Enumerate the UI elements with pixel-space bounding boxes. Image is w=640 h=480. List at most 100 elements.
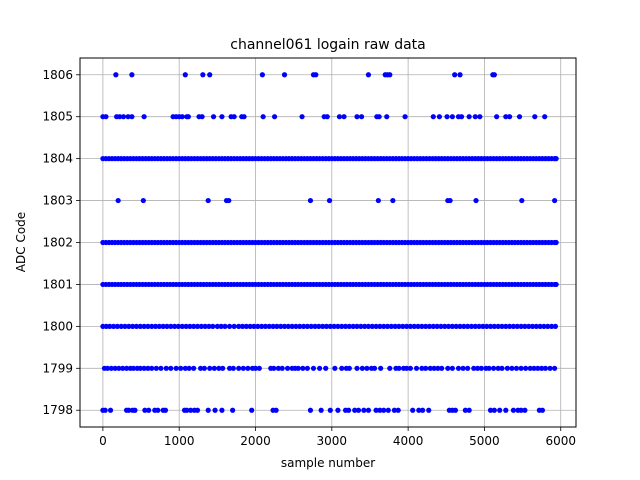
data-point <box>423 323 429 329</box>
data-point <box>327 407 333 413</box>
data-point <box>278 323 284 329</box>
data-point <box>266 323 272 329</box>
data-point <box>518 323 524 329</box>
data-point <box>373 323 379 329</box>
data-point <box>415 323 421 329</box>
data-point <box>231 114 237 120</box>
data-point <box>108 365 114 371</box>
data-point <box>160 323 166 329</box>
data-point <box>373 407 379 413</box>
data-point <box>388 323 394 329</box>
x-tick-label: 4000 <box>393 434 424 448</box>
data-point <box>377 323 383 329</box>
data-point <box>164 323 170 329</box>
y-tick-label: 1802 <box>42 236 73 250</box>
data-point <box>384 114 390 120</box>
data-point <box>430 114 436 120</box>
data-points <box>100 72 559 413</box>
data-point <box>220 365 226 371</box>
data-point <box>185 114 191 120</box>
data-point <box>200 72 206 78</box>
x-tick-label: 3000 <box>317 434 348 448</box>
data-point <box>468 323 475 329</box>
data-point <box>240 365 246 371</box>
data-point <box>243 323 249 329</box>
x-axis-ticks: 0 1000 2000 3000 4000 5000 6000 <box>99 427 576 448</box>
data-point <box>403 323 410 329</box>
data-point <box>168 365 174 371</box>
data-point <box>461 323 467 329</box>
data-point <box>191 323 197 329</box>
x-tick-label: 2000 <box>240 434 271 448</box>
data-point <box>466 407 472 413</box>
data-point <box>395 407 401 413</box>
data-point <box>548 323 555 329</box>
data-point <box>226 197 232 204</box>
data-point <box>439 365 445 371</box>
data-point <box>123 365 130 371</box>
data-point <box>547 365 553 371</box>
data-point <box>400 323 406 329</box>
data-point <box>491 407 497 413</box>
data-point <box>194 407 201 413</box>
data-point <box>377 407 383 413</box>
data-point <box>285 323 291 329</box>
data-point <box>173 365 179 371</box>
data-point <box>133 323 140 329</box>
data-point <box>313 72 319 78</box>
data-point <box>251 323 257 329</box>
data-point <box>526 323 532 329</box>
data-point <box>535 365 541 371</box>
data-point <box>532 114 538 120</box>
y-tick-label: 1804 <box>42 152 73 166</box>
data-point <box>355 407 362 413</box>
data-point <box>381 323 387 329</box>
data-point <box>497 407 503 413</box>
data-point <box>130 323 136 329</box>
x-axis-label: sample number <box>281 456 375 470</box>
data-point <box>447 197 453 204</box>
data-point <box>110 323 117 329</box>
data-point <box>346 365 352 371</box>
data-point <box>435 365 441 371</box>
data-point <box>120 114 127 120</box>
data-point <box>426 407 432 413</box>
data-point <box>126 407 132 413</box>
data-point <box>478 365 484 371</box>
x-tick-label: 5000 <box>469 434 500 448</box>
data-point <box>194 323 201 329</box>
data-point <box>445 365 451 371</box>
data-point <box>419 323 425 329</box>
data-point <box>449 323 455 329</box>
data-point <box>125 114 131 120</box>
data-point <box>531 365 537 371</box>
data-point <box>145 365 151 371</box>
data-point <box>115 197 121 204</box>
data-point <box>202 323 208 329</box>
data-point <box>411 323 417 329</box>
data-point <box>434 323 440 329</box>
data-point <box>179 323 185 329</box>
data-point <box>188 407 194 413</box>
x-tick-label: 6000 <box>545 434 576 448</box>
data-point <box>126 323 132 329</box>
data-point <box>518 365 524 371</box>
data-point <box>466 114 472 120</box>
data-point <box>146 407 152 413</box>
data-point <box>199 114 205 120</box>
data-point <box>318 407 324 413</box>
data-point <box>387 365 393 371</box>
data-point <box>226 323 233 329</box>
data-point <box>365 407 372 413</box>
data-point <box>256 365 262 371</box>
data-point <box>507 323 513 329</box>
data-point <box>523 365 529 371</box>
data-point <box>365 323 372 329</box>
data-point <box>216 365 222 371</box>
data-point <box>339 365 345 371</box>
data-point <box>487 407 494 413</box>
data-point <box>310 365 317 371</box>
data-point <box>206 323 212 329</box>
data-point <box>293 323 299 329</box>
data-point <box>553 156 559 162</box>
